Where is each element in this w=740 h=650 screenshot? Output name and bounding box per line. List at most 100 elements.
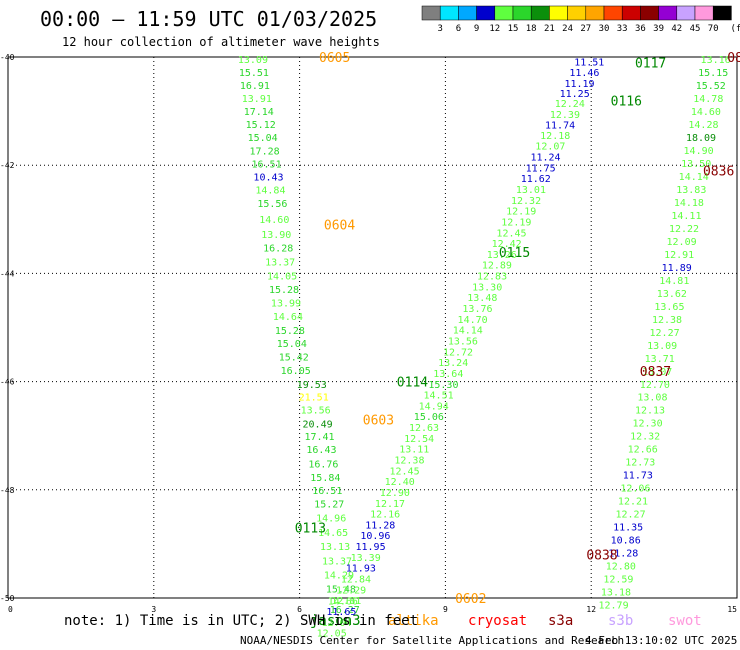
wave-height-point: 11.62 [521, 174, 551, 185]
wave-height-point: 14.94 [419, 401, 449, 412]
wave-height-point: 13.99 [271, 299, 301, 310]
x-tick-label: 15 [727, 605, 737, 614]
track-labels: 0605 0604 0603 0602 0117 0116 0115 0114 0113 0836… [295, 51, 740, 607]
data-points: 13.09 15.51 16.91 13.91 17.14 15.12 15.04 17.28… [238, 55, 731, 639]
wave-height-point: 14.18 [674, 198, 704, 209]
wave-height-point: 15.56 [257, 199, 287, 210]
wave-height-point: 12.32 [630, 432, 660, 443]
wave-height-point: 13.48 [467, 293, 497, 304]
wave-height-point: 15.48 [326, 584, 356, 595]
wave-height-point: 21.51 [299, 393, 329, 404]
wave-height-point: 13.71 [645, 354, 675, 365]
track-label: 0604 [324, 219, 355, 234]
colorbar-label: 70 [708, 24, 719, 34]
wave-height-point: 12.66 [628, 445, 658, 456]
wave-height-point: 12.24 [555, 99, 585, 110]
wave-height-point: 12.27 [650, 328, 680, 339]
colorbar-swatch [512, 5, 532, 21]
wave-height-point: 11.89 [662, 263, 692, 274]
wave-height-point: 12.45 [390, 466, 420, 477]
wave-height-point: 12.22 [669, 224, 699, 235]
track-label: 0602 [455, 592, 486, 607]
colorbar-swatch [676, 5, 696, 21]
footer-note: note: 1) Time is in UTC; 2) SWH is in fe… [64, 613, 418, 629]
wave-height-point: 13.65 [654, 302, 684, 313]
wave-height-point: 13.13 [320, 542, 350, 553]
colorbar-unit: (ft) [731, 24, 740, 34]
wave-height-point: 13.01 [516, 185, 546, 196]
wave-height-point: 14.66 [328, 597, 358, 608]
wave-height-point: 15.51 [239, 68, 269, 79]
footer-timestamp: 4 Feb 13:10:02 UTC 2025 [585, 634, 737, 647]
wave-height-point: 15.06 [414, 412, 444, 423]
wave-height-point: 14.05 [267, 272, 297, 283]
wave-height-point: 16.05 [281, 366, 311, 377]
wave-height-point: 12.09 [667, 237, 697, 248]
wave-height-point: 12.04 [321, 618, 351, 629]
wave-height-point: 20.49 [303, 419, 333, 430]
wave-height-point: 11.73 [623, 471, 653, 482]
wave-height-point: 16.28 [263, 243, 293, 254]
colorbar-label: 21 [544, 24, 555, 34]
legend-entry: jason3 [310, 613, 361, 629]
wave-height-point: 12.07 [535, 142, 565, 153]
wave-height-point: 13.16 [701, 55, 731, 66]
wave-height-point: 12.81 [331, 596, 361, 607]
wave-height-point: 19.53 [297, 380, 327, 391]
wave-height-point: 15.15 [698, 68, 728, 79]
wave-height-point: 15.42 [279, 353, 309, 364]
wave-height-point: 14.70 [458, 315, 488, 326]
wave-height-point: 14.11 [671, 211, 701, 222]
wave-height-point: 12.06 [620, 484, 650, 495]
wave-height-point: 14.65 [318, 528, 348, 539]
track-label: 0603 [363, 413, 394, 428]
y-tick-label: -48 [0, 486, 15, 495]
wave-height-point: 13.83 [676, 185, 706, 196]
wave-height-point: 12.13 [635, 406, 665, 417]
track-label: 0117 [635, 56, 666, 71]
wave-height-point: 12.79 [598, 600, 628, 611]
wave-height-point: 11.35 [613, 523, 643, 534]
colorbar-swatch [567, 5, 587, 21]
wave-height-point: 14.60 [691, 107, 721, 118]
colorbar-label: 39 [653, 24, 664, 34]
wave-height-point: 12.54 [404, 434, 434, 445]
x-tick-label: 9 [443, 605, 448, 614]
wave-height-point: 12.27 [616, 510, 646, 521]
footer-credit: NOAA/NESDIS Center for Satellite Applica… [240, 634, 624, 647]
wave-height-point: 14.90 [684, 146, 714, 157]
legend-entry: altika [388, 613, 439, 629]
legend: jason3 altika cryosat s3a s3b swot [310, 613, 702, 629]
wave-height-point: 18.09 [686, 133, 716, 144]
x-tick-label: 12 [586, 605, 596, 614]
wave-height-point: 11.93 [346, 564, 376, 575]
wave-height-point: 12.18 [540, 131, 570, 142]
wave-height-point: 15.27 [314, 499, 344, 510]
wave-height-point: 12.38 [394, 456, 424, 467]
wave-height-point: 15.28 [269, 285, 299, 296]
legend-entry: s3a [548, 613, 573, 629]
wave-height-point: 15.04 [277, 339, 307, 350]
wave-height-point: 15.28 [275, 326, 305, 337]
wave-height-point: 17.41 [304, 432, 334, 443]
wave-height-point: 12.83 [477, 272, 507, 283]
wave-height-point: 15.52 [696, 81, 726, 92]
wave-height-point: 11.46 [569, 68, 599, 79]
wave-height-point: 13.39 [351, 553, 381, 564]
colorbar-label: 24 [562, 24, 573, 34]
wave-height-point: 11.19 [564, 79, 594, 90]
wave-height-point: 13.37 [265, 257, 295, 268]
wave-height-point: 12.70 [640, 380, 670, 391]
wave-height-point: 15.30 [428, 380, 458, 391]
colorbar-label: 33 [617, 24, 628, 34]
wave-height-point: 14.96 [316, 513, 346, 524]
wave-height-point: 16.27 [330, 605, 360, 616]
wave-height-point: 15.12 [246, 120, 276, 131]
wave-height-point: 13.30 [472, 282, 502, 293]
wave-height-point: 13.62 [657, 289, 687, 300]
legend-entry: s3b [608, 613, 633, 629]
colorbar-swatch [439, 5, 459, 21]
colorbar-swatch [694, 5, 714, 21]
colorbar-swatch [530, 5, 550, 21]
colorbar-label: 12 [489, 24, 500, 34]
